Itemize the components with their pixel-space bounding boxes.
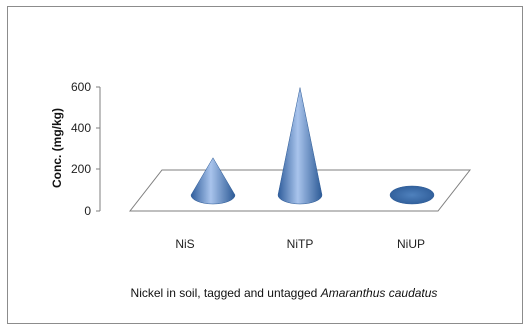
- x-axis-title: Nickel in soil, tagged and untagged Amar…: [131, 286, 438, 300]
- x-axis-title-italic: Amaranthus caudatus: [320, 286, 438, 300]
- cone-body: [277, 87, 323, 205]
- chart-frame: [7, 6, 523, 324]
- cone-nis: [190, 157, 236, 205]
- cone-niup: [389, 185, 435, 205]
- y-tick-label-0: 0: [84, 204, 91, 218]
- cone-body: [190, 157, 236, 205]
- y-axis-title: Conc. (mg/kg): [50, 108, 64, 188]
- category-label-nitp: NiTP: [287, 237, 314, 251]
- y-tick-label-200: 200: [71, 162, 91, 176]
- category-label-niup: NiUP: [397, 237, 425, 251]
- x-axis-title-main: Nickel in soil, tagged and untagged: [131, 286, 318, 300]
- y-tick-label-400: 400: [71, 121, 91, 135]
- y-tick-label-600: 600: [71, 80, 91, 94]
- category-label-nis: NiS: [175, 237, 194, 251]
- cone-base: [389, 185, 435, 205]
- cone-nitp: [277, 87, 323, 205]
